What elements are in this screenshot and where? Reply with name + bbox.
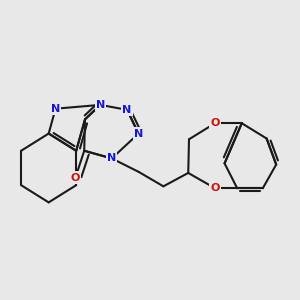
Text: N: N (107, 153, 116, 164)
Text: O: O (210, 183, 220, 193)
Text: N: N (134, 129, 143, 139)
Text: N: N (122, 105, 132, 115)
Text: O: O (210, 118, 220, 128)
Text: N: N (96, 100, 105, 110)
Text: O: O (71, 172, 80, 182)
Text: N: N (51, 104, 60, 114)
